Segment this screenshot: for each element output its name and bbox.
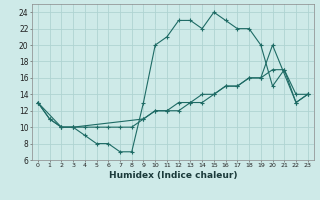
X-axis label: Humidex (Indice chaleur): Humidex (Indice chaleur) [108,171,237,180]
